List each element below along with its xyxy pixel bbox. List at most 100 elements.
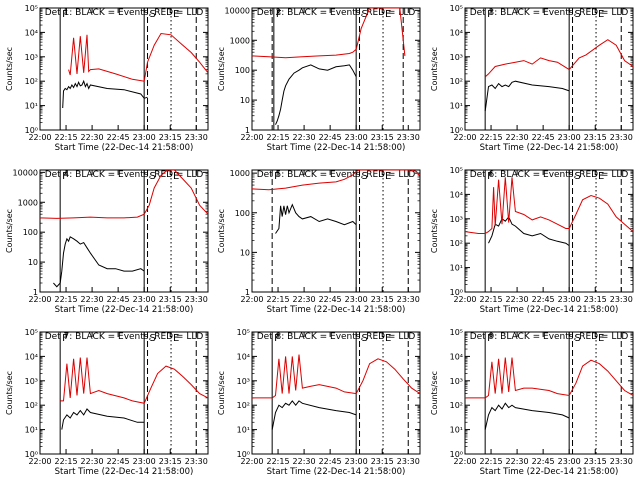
plot-axes-box — [251, 7, 421, 131]
x-tick-label: 22:15 — [267, 133, 290, 142]
x-tick-label: 23:00 — [345, 295, 368, 304]
y-tick-label: 10⁵ — [450, 4, 463, 13]
series-events-line — [484, 402, 570, 430]
x-tick-label: 23:30 — [610, 133, 633, 142]
x-tick-label: 23:00 — [558, 133, 581, 142]
x-tick-label: 22:00 — [240, 133, 263, 142]
x-tick-label: 23:15 — [159, 295, 182, 304]
x-tick-label: 22:00 — [28, 295, 51, 304]
x-tick-label: 23:00 — [345, 457, 368, 466]
x-tick-label: 22:15 — [267, 295, 290, 304]
y-tick-label: 1000 — [230, 169, 250, 178]
x-tick-label: 23:30 — [185, 457, 208, 466]
series-events-line — [488, 215, 570, 247]
y-tick-label: 10000 — [225, 6, 250, 15]
plot-axes-box — [464, 331, 634, 455]
x-tick-label: 22:00 — [240, 457, 263, 466]
time-marker-label: F — [274, 333, 280, 344]
plot-axes-box — [251, 169, 421, 293]
time-marker-label: E — [385, 333, 391, 344]
y-axis-label: Counts/sec — [5, 47, 14, 91]
time-marker-label: F — [62, 171, 68, 182]
detector-plot-7: Det 7: BLACK = Events, RED = LLD 10⁰ 10¹ 10… — [5, 328, 209, 477]
x-tick-label: 22:00 — [453, 133, 476, 142]
x-tick-label: 22:45 — [107, 457, 130, 466]
series-lld-line — [252, 170, 420, 191]
x-axis-label: Start Time (22-Dec-14 21:58:00) — [267, 305, 406, 315]
x-axis-label: Start Time (22-Dec-14 21:58:00) — [480, 467, 619, 477]
y-axis-label: Counts/sec — [430, 371, 439, 415]
y-tick-label: 10⁰ — [450, 126, 463, 135]
x-tick-label: 22:30 — [506, 457, 529, 466]
series-events-line — [53, 236, 145, 288]
x-tick-label: 22:15 — [55, 295, 78, 304]
x-tick-label: 23:00 — [133, 133, 156, 142]
time-marker-label: S — [575, 171, 581, 182]
y-tick-label: 10¹ — [450, 264, 463, 273]
y-tick-label: 10¹ — [237, 426, 250, 435]
y-tick-label: 10⁴ — [450, 352, 463, 361]
y-tick-label: 10³ — [237, 377, 250, 386]
x-axis-label: Start Time (22-Dec-14 21:58:00) — [55, 305, 194, 315]
x-axis-label: Start Time (22-Dec-14 21:58:00) — [480, 305, 619, 315]
x-tick-label: 22:45 — [532, 295, 555, 304]
time-marker-label: S — [362, 333, 368, 344]
plot-title: Det 4: BLACK = Events, RED = LLD — [45, 170, 204, 180]
time-marker-label: S — [150, 9, 156, 20]
y-tick-label: 10⁵ — [450, 328, 463, 337]
time-marker-label: E — [173, 333, 179, 344]
time-marker-label: F — [487, 9, 493, 20]
time-marker-label: S — [150, 333, 156, 344]
detector-plot-3: Det 3: BLACK = Events, RED = LLD 10⁰ 10¹ 10… — [430, 4, 634, 153]
x-tick-label: 23:00 — [133, 295, 156, 304]
series-lld-line — [68, 32, 208, 82]
time-marker-label: E — [173, 171, 179, 182]
time-marker-label: F — [276, 9, 282, 20]
x-axis-label: Start Time (22-Dec-14 21:58:00) — [267, 143, 406, 153]
x-tick-label: 22:45 — [319, 133, 342, 142]
x-tick-label: 22:30 — [293, 457, 316, 466]
x-tick-label: 22:30 — [81, 457, 104, 466]
x-tick-label: 22:00 — [240, 295, 263, 304]
y-tick-label: 10² — [450, 401, 463, 410]
y-tick-label: 10¹ — [25, 102, 38, 111]
detector-plot-9: Det 9: BLACK = Events, RED = LLD 10⁰ 10¹ 10… — [430, 328, 634, 477]
x-tick-label: 22:00 — [453, 457, 476, 466]
time-marker-label: E — [598, 9, 604, 20]
time-marker-label: S — [362, 171, 368, 182]
y-tick-label: 10² — [237, 401, 250, 410]
x-tick-label: 22:30 — [81, 133, 104, 142]
y-tick-label: 100 — [23, 228, 38, 237]
series-events-line — [275, 64, 357, 125]
x-tick-label: 23:15 — [584, 133, 607, 142]
detector-plot-5: Det 5: BLACK = Events, RED = LLD 1 10 100 10… — [217, 169, 421, 315]
x-tick-label: 23:00 — [558, 295, 581, 304]
plot-title: Det 6: BLACK = Events, RED = LLD — [470, 170, 629, 180]
x-tick-label: 22:00 — [28, 133, 51, 142]
series-lld-line — [465, 357, 633, 399]
x-tick-label: 22:45 — [107, 133, 130, 142]
series-lld-line — [60, 357, 208, 404]
x-tick-label: 23:15 — [584, 457, 607, 466]
y-tick-label: 10³ — [450, 377, 463, 386]
time-marker-label: S — [362, 9, 368, 20]
plot-axes-box — [464, 169, 634, 293]
y-tick-label: 10 — [240, 248, 250, 257]
x-tick-label: 23:15 — [159, 457, 182, 466]
x-tick-label: 23:15 — [159, 133, 182, 142]
series-lld-line — [40, 170, 208, 219]
y-tick-label: 10³ — [25, 53, 38, 62]
y-tick-label: 10¹ — [450, 426, 463, 435]
y-tick-label: 10⁰ — [237, 450, 250, 459]
x-tick-label: 23:15 — [371, 133, 394, 142]
x-tick-label: 23:30 — [610, 457, 633, 466]
detector-plot-4: Det 4: BLACK = Events, RED = LLD 1 10 100 10… — [5, 168, 209, 315]
x-tick-label: 22:45 — [532, 133, 555, 142]
x-axis-label: Start Time (22-Dec-14 21:58:00) — [480, 143, 619, 153]
y-tick-label: 10² — [450, 77, 463, 86]
y-tick-label: 100 — [235, 209, 250, 218]
x-tick-label: 22:30 — [293, 133, 316, 142]
y-tick-label: 10⁵ — [25, 328, 38, 337]
